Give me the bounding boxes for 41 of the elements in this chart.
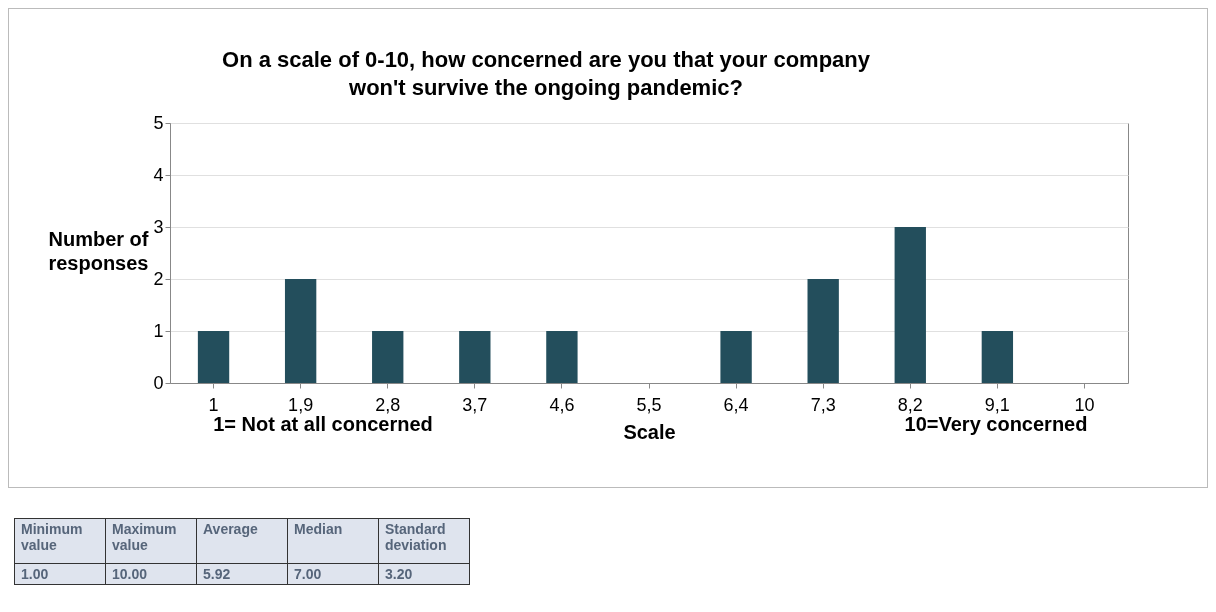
bar <box>546 331 578 383</box>
y-tick-label: 2 <box>153 268 164 289</box>
bar <box>720 331 752 383</box>
x-tick-label: 5,5 <box>636 394 662 415</box>
text: 1.00 <box>14 563 106 585</box>
bar <box>372 331 404 383</box>
text: Maximum value <box>105 518 197 564</box>
x-tick-label: 1,9 <box>288 394 314 415</box>
text: 10=Very concerned <box>904 413 1088 435</box>
chart-title: On a scale of 0-10, how concerned are you that your company won't survive the ongoing pandemic? <box>222 47 871 100</box>
text: 1= Not at all concerned <box>213 413 433 435</box>
x-tick-label: 10 <box>1074 394 1095 415</box>
bar <box>894 227 926 383</box>
text: Average <box>196 518 288 564</box>
text: 10.00 <box>105 563 197 585</box>
y-tick-label: 1 <box>153 320 164 341</box>
y-tick-label: 0 <box>153 372 164 393</box>
text: 7.00 <box>287 563 379 585</box>
x-tick-label: 8,2 <box>897 394 923 415</box>
text: 3.20 <box>378 563 470 585</box>
bar <box>284 279 317 383</box>
text: Median <box>287 518 379 564</box>
bar <box>981 331 1014 383</box>
y-tick-label: 5 <box>153 112 164 133</box>
text: Standard deviation <box>378 518 470 564</box>
x-tick-label: 1 <box>208 394 219 415</box>
y-axis-title: Number of responses <box>48 227 149 274</box>
bar <box>197 331 230 383</box>
x-axis-title: Scale <box>623 420 676 443</box>
x-tick-label: 7,3 <box>810 394 836 415</box>
x-tick-label: 3,7 <box>462 394 488 415</box>
y-tick-label: 4 <box>153 164 164 185</box>
x-tick-label: 9,1 <box>984 394 1010 415</box>
bar <box>459 331 491 383</box>
bar <box>807 279 839 383</box>
x-tick-label: 2,8 <box>375 394 401 415</box>
text: Minimum value <box>14 518 106 564</box>
x-tick-label: 6,4 <box>723 394 749 415</box>
text: 5.92 <box>196 563 288 585</box>
x-tick-label: 4,6 <box>549 394 575 415</box>
y-tick-label: 3 <box>153 216 164 237</box>
